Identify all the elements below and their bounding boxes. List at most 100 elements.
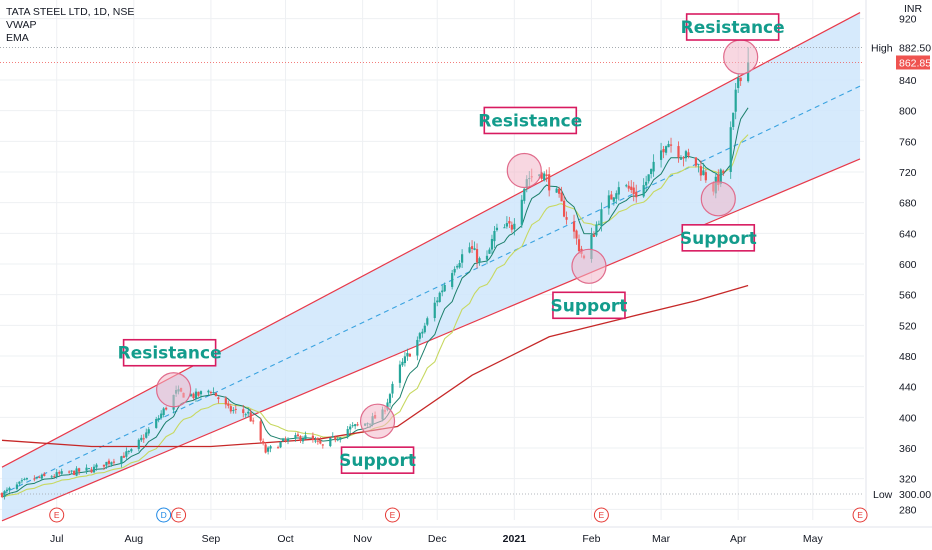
- candle-body: [110, 462, 113, 465]
- candle-body: [137, 439, 140, 449]
- candle: [127, 450, 130, 455]
- candle-body: [510, 224, 513, 230]
- annotation-support: Support: [680, 224, 757, 252]
- candle: [267, 446, 270, 455]
- candle-body: [334, 437, 337, 440]
- candle-body: [90, 469, 93, 473]
- candle-body: [125, 451, 128, 457]
- candle: [664, 145, 668, 156]
- candle: [632, 181, 635, 202]
- channel-upper-line: [1, 12, 861, 468]
- event-marker-label: E: [54, 510, 60, 520]
- time-tick-label: Aug: [124, 533, 143, 545]
- annotation-box: [685, 13, 780, 41]
- candle-body: [667, 143, 670, 148]
- annotation-circle: [723, 39, 759, 75]
- legend-title: TATA STEEL LTD, 1D, NSE: [6, 6, 135, 18]
- candle-body: [699, 166, 702, 176]
- candle: [264, 442, 267, 454]
- price-tick-label: 320: [899, 474, 917, 486]
- candle: [722, 169, 725, 177]
- candle-body: [232, 410, 235, 412]
- price-tick-label: 840: [899, 75, 917, 87]
- price-tick-label: 280: [899, 504, 917, 516]
- candle-body: [209, 392, 213, 394]
- low-value: 300.00: [899, 489, 931, 501]
- candle-body: [679, 158, 683, 160]
- annotation-label: Support: [680, 229, 757, 249]
- candle-body: [331, 436, 334, 438]
- candle-body: [650, 168, 653, 175]
- price-tick-label: 520: [899, 320, 917, 332]
- annotation-circle: [359, 403, 396, 439]
- candle-body: [262, 441, 265, 444]
- annotation-support: Support: [339, 446, 416, 474]
- candle-body: [645, 181, 648, 186]
- candle: [441, 285, 444, 297]
- candle: [505, 216, 508, 229]
- candle: [192, 392, 195, 401]
- candle: [284, 436, 287, 443]
- candle-body: [311, 435, 314, 441]
- annotation-layer: Resistance Support Resistance Support Suppor…: [118, 13, 785, 474]
- candle-body: [73, 470, 76, 475]
- candle-body: [470, 246, 474, 250]
- candle-body: [165, 407, 168, 410]
- candle: [227, 400, 230, 409]
- candle: [436, 297, 439, 307]
- candle: [105, 461, 108, 469]
- event-marker-circle: [852, 507, 868, 523]
- candle: [458, 260, 461, 269]
- candle: [702, 162, 705, 176]
- legend-vwap: VWAP: [6, 19, 37, 31]
- candle-body: [388, 394, 392, 404]
- candle-body: [739, 77, 742, 82]
- annotation-box: [122, 338, 217, 367]
- candle-body: [647, 174, 650, 182]
- candle: [234, 405, 237, 414]
- candle-body: [247, 411, 250, 414]
- candle-body: [642, 185, 645, 197]
- candle-body: [669, 144, 673, 146]
- annotation-label: Resistance: [681, 18, 785, 38]
- candle: [5, 487, 9, 494]
- candle: [8, 486, 11, 493]
- event-marker: E: [384, 507, 400, 523]
- candle-body: [207, 390, 210, 393]
- candle-body: [269, 446, 272, 449]
- candle-body: [15, 484, 19, 489]
- candle-body: [408, 353, 411, 357]
- candle-body: [43, 473, 46, 476]
- candle-body: [488, 249, 491, 254]
- candle: [495, 223, 499, 232]
- candle-body: [505, 223, 508, 227]
- candle: [125, 447, 128, 461]
- candle: [329, 437, 332, 448]
- candle-body: [597, 223, 601, 225]
- candle: [398, 360, 402, 388]
- candle-body: [20, 480, 23, 482]
- candle: [577, 234, 581, 254]
- candle: [682, 156, 685, 167]
- candle: [321, 443, 324, 449]
- candle-body: [607, 195, 610, 209]
- candle: [279, 441, 282, 449]
- candle-body: [612, 197, 615, 202]
- candle: [38, 475, 41, 479]
- candle: [53, 474, 56, 478]
- candle: [659, 142, 663, 168]
- candle: [418, 331, 421, 342]
- candle-body: [276, 447, 280, 449]
- candle-body: [142, 438, 145, 440]
- candle: [699, 160, 702, 181]
- price-tick-label: 360: [899, 443, 917, 455]
- annotation-circle: [156, 372, 192, 408]
- candle: [391, 381, 394, 398]
- annotation-circle: [571, 248, 607, 284]
- last-price-value: 862.85: [899, 57, 931, 69]
- candle-body: [697, 164, 700, 166]
- candle-body: [314, 440, 317, 442]
- candle-body: [92, 466, 96, 473]
- candle-body: [453, 268, 456, 273]
